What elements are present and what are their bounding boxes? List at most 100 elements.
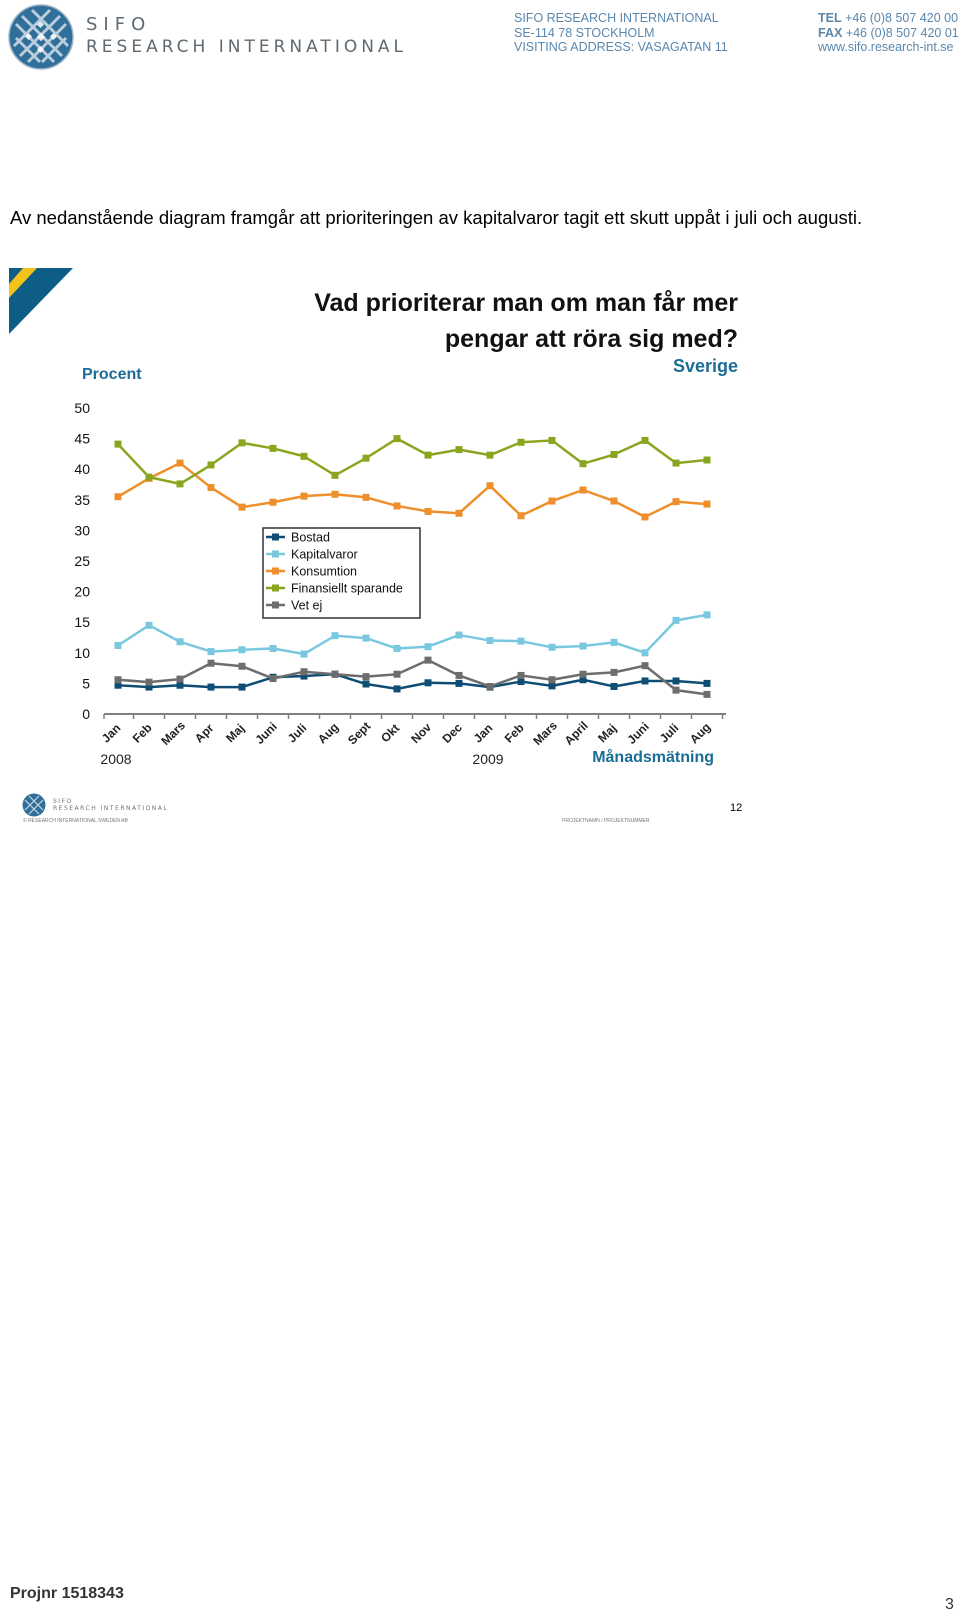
fax-line: FAX +46 (0)8 507 420 01: [818, 25, 959, 40]
company-visiting: VISITING ADDRESS: VASAGATAN 11: [514, 40, 728, 54]
data-point-kapitalvaror: [269, 645, 277, 653]
x-tick-label: Feb: [130, 721, 155, 746]
data-point-finansiellt-sparande: [486, 451, 494, 459]
company-postal: SE-114 78 STOCKHOLM: [514, 25, 655, 40]
footer-project: PROJEKTNAMN / PROJEKTNUMMER: [562, 818, 650, 824]
logo-line2: RESEARCH INTERNATIONAL: [86, 37, 408, 57]
data-point-finansiellt-sparande: [238, 439, 246, 447]
company-name: SIFO RESEARCH INTERNATIONAL: [514, 11, 719, 25]
data-point-konsumtion: [610, 497, 618, 505]
swedish-flag-corner-icon: [9, 268, 73, 334]
contact-info: TEL +46 (0)8 507 420 00 FAX +46 (0)8 507…: [818, 11, 959, 55]
data-point-vet-ej: [424, 656, 432, 664]
legend-label: Finansiellt sparande: [291, 582, 403, 596]
legend-label: Konsumtion: [291, 565, 357, 579]
data-point-kapitalvaror: [455, 631, 463, 639]
data-point-kapitalvaror: [579, 642, 587, 650]
data-point-kapitalvaror: [424, 643, 432, 651]
data-point-kapitalvaror: [145, 621, 153, 629]
data-point-finansiellt-sparande: [672, 459, 680, 467]
data-point-konsumtion: [300, 492, 308, 500]
x-tick-label: Juli: [657, 721, 682, 746]
y-tick-label: 50: [74, 400, 90, 416]
data-point-bostad: [517, 678, 525, 686]
footer-logo-icon: [22, 793, 46, 817]
data-point-kapitalvaror: [672, 616, 680, 624]
data-point-kapitalvaror: [362, 634, 370, 642]
data-point-vet-ej: [610, 668, 618, 676]
data-point-finansiellt-sparande: [269, 444, 277, 452]
legend-swatch-marker: [272, 601, 279, 609]
company-address: SIFO RESEARCH INTERNATIONAL SE-114 78 ST…: [514, 11, 728, 55]
data-point-vet-ej: [145, 678, 153, 686]
data-point-vet-ej: [393, 670, 401, 678]
data-point-konsumtion: [672, 498, 680, 506]
x-tick-label: Aug: [315, 720, 341, 746]
data-point-kapitalvaror: [610, 638, 618, 646]
data-point-vet-ej: [703, 690, 711, 698]
legend-label: Bostad: [291, 531, 330, 545]
x-tick-label: Feb: [502, 721, 527, 746]
x-tick-label: Okt: [378, 721, 402, 745]
data-point-konsumtion: [114, 493, 122, 501]
logo-line1: SIFO: [86, 14, 152, 35]
data-point-finansiellt-sparande: [641, 436, 649, 444]
data-point-vet-ej: [517, 671, 525, 679]
y-tick-label: 5: [82, 675, 90, 691]
data-point-vet-ej: [331, 670, 339, 678]
legend-label: Vet ej: [291, 599, 322, 613]
data-point-bostad: [672, 677, 680, 685]
data-point-kapitalvaror: [114, 641, 122, 649]
data-point-konsumtion: [269, 498, 277, 506]
data-point-vet-ej: [579, 670, 587, 678]
data-point-finansiellt-sparande: [300, 452, 308, 460]
data-point-kapitalvaror: [176, 638, 184, 646]
year-label: 2008: [100, 751, 131, 767]
data-point-bostad: [703, 679, 711, 687]
y-tick-label: 45: [74, 431, 90, 447]
data-point-bostad: [300, 672, 308, 680]
data-point-konsumtion: [548, 497, 556, 505]
sifo-logo-icon: [8, 4, 74, 70]
data-point-bostad: [393, 685, 401, 693]
x-tick-label: Maj: [223, 721, 247, 745]
x-tick-label: Apr: [192, 721, 217, 746]
y-tick-label: 35: [74, 492, 90, 508]
x-tick-label: Maj: [595, 721, 619, 745]
legend-swatch-marker: [272, 584, 279, 592]
year-label: 2009: [472, 751, 503, 767]
y-tick-label: 15: [74, 614, 90, 630]
tel-line: TEL +46 (0)8 507 420 00: [818, 11, 959, 25]
data-point-konsumtion: [486, 482, 494, 490]
data-point-finansiellt-sparande: [145, 473, 153, 481]
y-tick-label: 40: [74, 461, 90, 477]
data-point-finansiellt-sparande: [393, 435, 401, 443]
data-point-vet-ej: [207, 659, 215, 667]
data-point-vet-ej: [269, 675, 277, 683]
y-axis-label: Procent: [82, 366, 142, 383]
intro-paragraph: Av nedanstående diagram framgår att prio…: [10, 207, 863, 228]
chart-title: Vad prioriterar man om man får mer penga…: [314, 289, 738, 353]
x-tick-label: April: [562, 719, 591, 748]
data-point-bostad: [610, 682, 618, 690]
data-point-konsumtion: [455, 509, 463, 517]
data-point-vet-ej: [300, 668, 308, 676]
x-tick-label: Dec: [439, 720, 465, 746]
y-tick-label: 25: [74, 553, 90, 569]
data-point-bostad: [455, 679, 463, 687]
data-point-vet-ej: [548, 676, 556, 684]
x-tick-label: Nov: [408, 720, 434, 746]
data-point-konsumtion: [362, 493, 370, 501]
data-point-kapitalvaror: [300, 650, 308, 658]
project-number: Projnr 1518343: [10, 1585, 124, 1602]
website-link[interactable]: www.sifo.research-int.se: [818, 40, 954, 54]
data-point-finansiellt-sparande: [176, 480, 184, 488]
data-point-vet-ej: [238, 662, 246, 670]
data-point-finansiellt-sparande: [455, 446, 463, 454]
x-axis-label: Månadsmätning: [592, 748, 714, 766]
x-tick-label: Mars: [530, 718, 560, 748]
x-tick-label: Aug: [687, 720, 713, 746]
data-point-vet-ej: [641, 662, 649, 670]
data-point-bostad: [238, 683, 246, 691]
series-line-vet-ej: [117, 658, 708, 696]
